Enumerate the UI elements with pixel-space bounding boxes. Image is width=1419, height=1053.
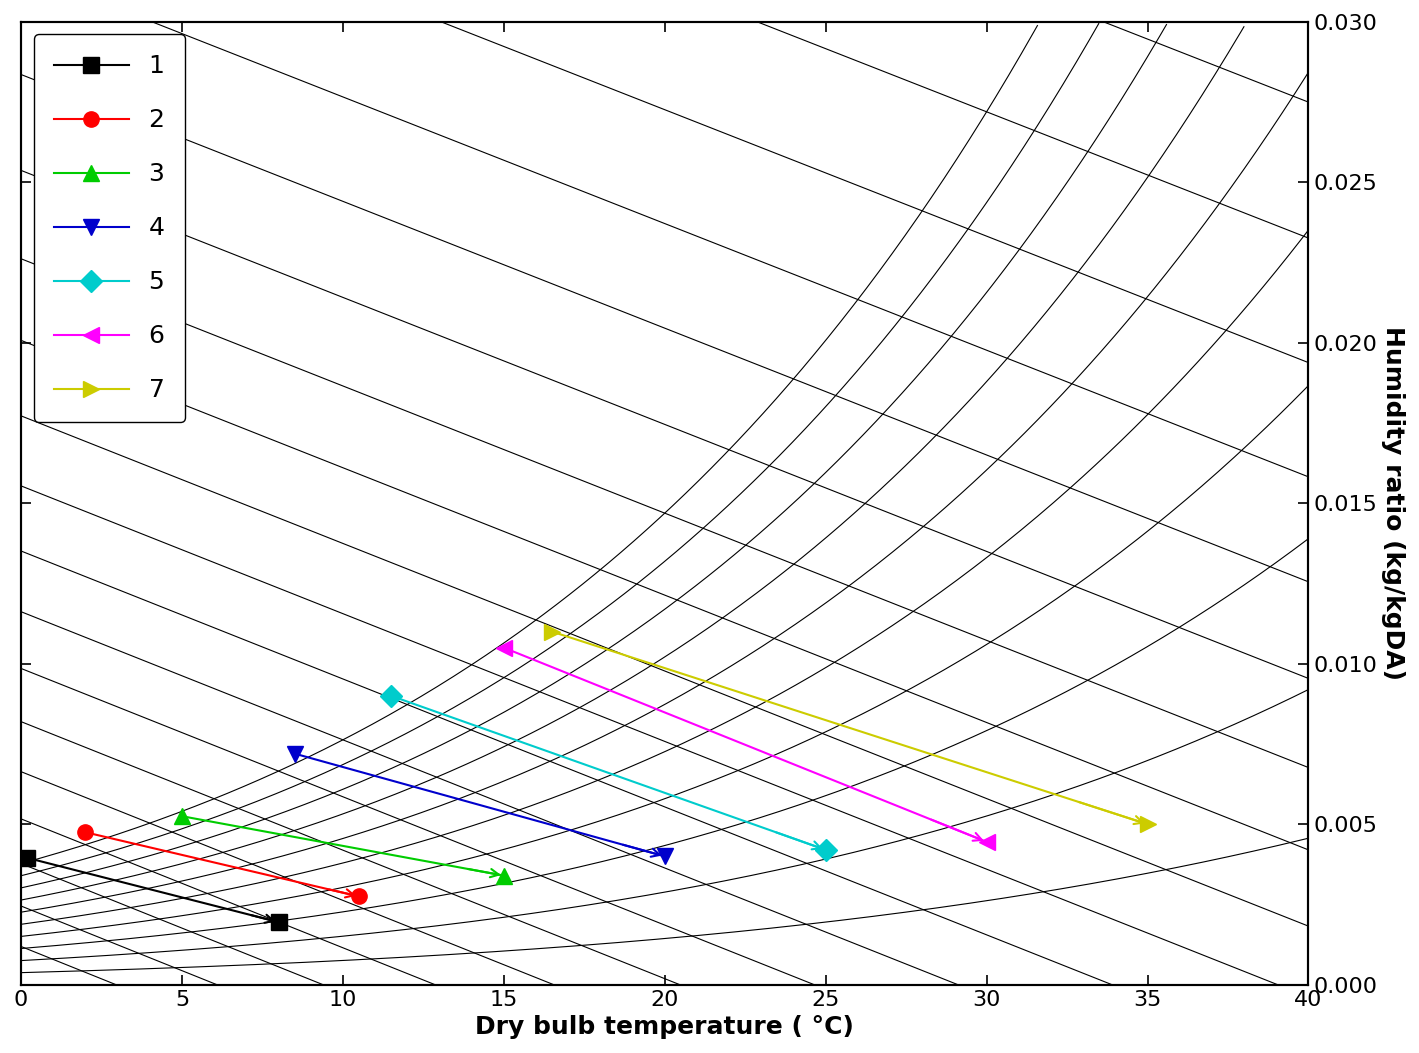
Y-axis label: Humidity ratio (kg/kgDA): Humidity ratio (kg/kgDA) xyxy=(1381,326,1405,680)
X-axis label: Dry bulb temperature ( °C): Dry bulb temperature ( °C) xyxy=(475,1015,854,1039)
Legend: 1, 2, 3, 4, 5, 6, 7: 1, 2, 3, 4, 5, 6, 7 xyxy=(34,35,184,422)
